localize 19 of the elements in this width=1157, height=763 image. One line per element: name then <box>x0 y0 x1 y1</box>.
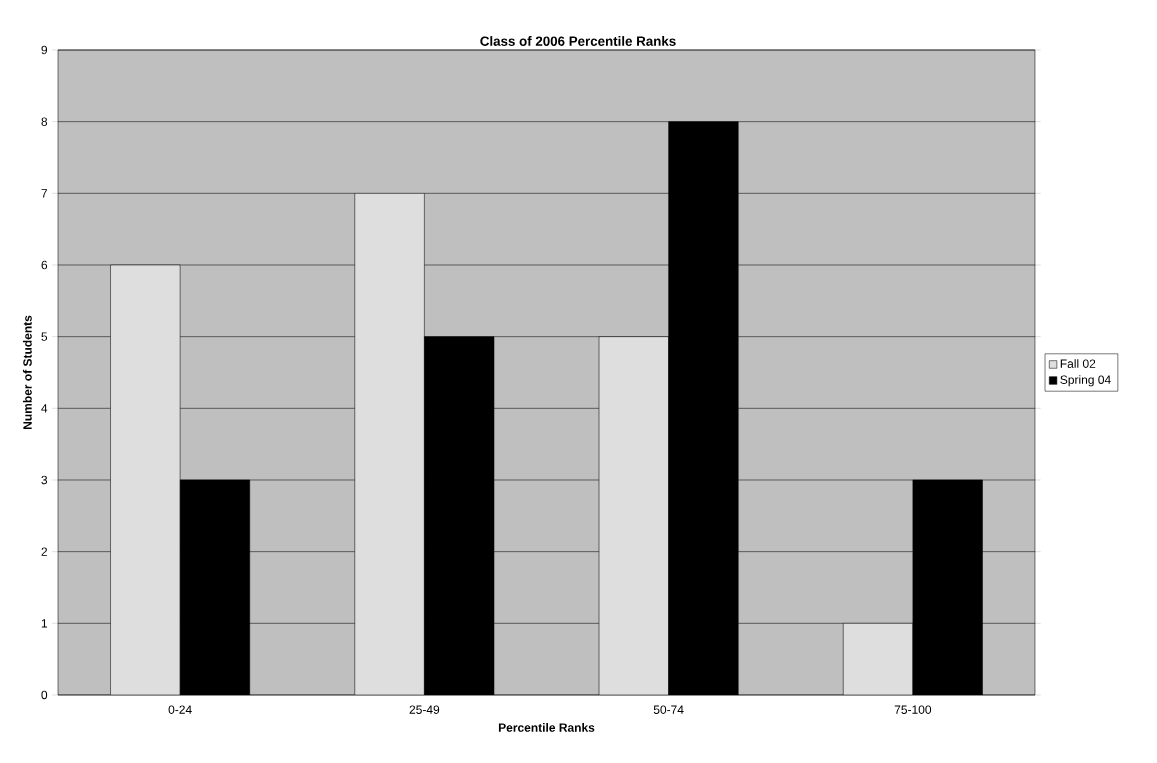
y-tick-label: 9 <box>41 45 48 55</box>
legend-label: Fall 02 <box>1060 359 1096 368</box>
y-axis-title: Number of Students <box>22 315 32 430</box>
y-tick-label: 4 <box>41 404 48 413</box>
chart-title: Class of 2006 Percentile Ranks <box>480 36 676 46</box>
y-tick-label: 5 <box>41 332 48 341</box>
y-tick-label: 7 <box>41 189 47 198</box>
x-tick-label: 25-49 <box>409 705 440 714</box>
x-axis-title: Percentile Ranks <box>498 723 595 732</box>
y-tick-label: 0 <box>41 690 48 700</box>
y-tick-label: 1 <box>41 619 48 628</box>
legend-label: Spring 04 <box>1060 375 1111 387</box>
y-tick-label: 8 <box>41 117 48 126</box>
y-tick-label: 6 <box>41 260 48 270</box>
x-tick-label: 75-100 <box>894 705 932 714</box>
x-tick-label: 50-74 <box>653 705 684 714</box>
x-tick-label: 0-24 <box>168 705 192 714</box>
y-tick-label: 3 <box>41 475 48 485</box>
y-tick-label: 2 <box>41 547 47 556</box>
